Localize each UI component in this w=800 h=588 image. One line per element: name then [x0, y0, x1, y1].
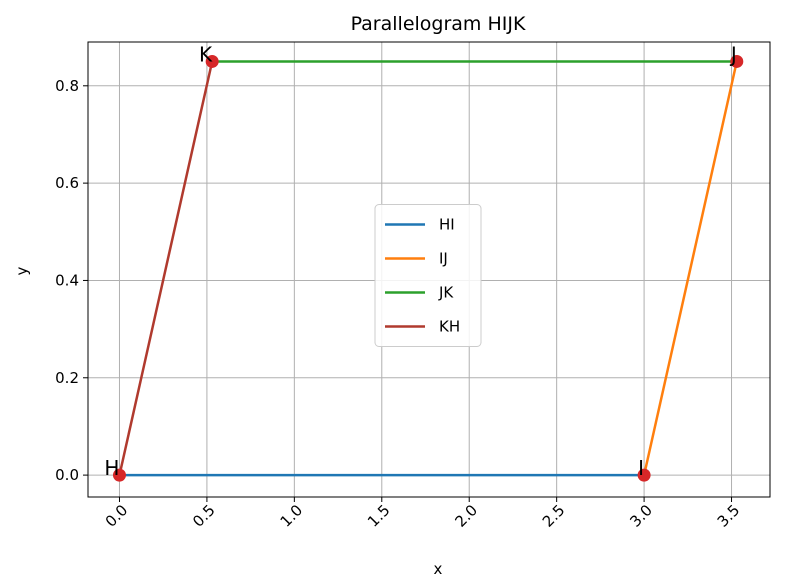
series-lines: [118, 60, 738, 477]
y-axis-label: y: [13, 266, 31, 275]
x-tick-label: 0.5: [189, 501, 219, 531]
point-label-h: H: [104, 456, 119, 480]
plot-frame: [87, 41, 771, 498]
point-label-i: I: [638, 456, 644, 480]
x-axis-label: x: [434, 560, 443, 578]
x-tick-label: 2.5: [539, 501, 569, 531]
legend-label: IJ: [439, 250, 448, 268]
point-h: [112, 468, 126, 482]
legend-box: [374, 204, 482, 347]
x-axis-ticks: 0.0 0.5 1.0 1.5 2.0 2.5 3.0 3.5: [102, 497, 744, 531]
x-tick-label: 1.5: [364, 501, 394, 531]
y-axis-ticks: 0.0 0.2 0.4 0.6 0.8: [55, 77, 88, 484]
legend-label: HI: [439, 216, 455, 234]
vertex-labels: H IJK: [104, 42, 736, 480]
x-tick-label: 3.0: [626, 501, 656, 531]
y-tick-label: 0.4: [55, 271, 79, 289]
legend-label: KH: [439, 318, 460, 336]
point-i: [637, 468, 651, 482]
series-line-kh: [118, 61, 214, 476]
point-j: [730, 54, 744, 68]
point-label-k: K: [199, 42, 213, 66]
x-tick-label: 2.0: [451, 501, 481, 531]
x-tick-label: 1.0: [277, 501, 307, 531]
y-tick-label: 0.8: [55, 77, 79, 95]
point-k: [205, 54, 219, 68]
legend: HI IJ JK KH: [374, 204, 482, 347]
x-tick-label: 3.5: [714, 501, 744, 531]
legend-label: JK: [438, 284, 454, 302]
y-tick-label: 0.6: [55, 174, 79, 192]
series-line-ij: [642, 61, 738, 476]
point-label-j: J: [729, 42, 737, 66]
y-tick-label: 0.0: [55, 466, 79, 484]
chart-title: Parallelogram HIJK: [351, 13, 526, 35]
x-tick-label: 0.0: [102, 501, 132, 531]
y-tick-label: 0.2: [55, 369, 79, 387]
vertex-points: [112, 54, 744, 482]
